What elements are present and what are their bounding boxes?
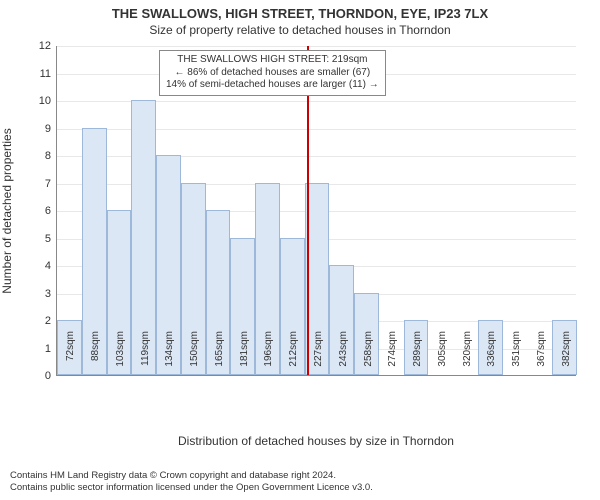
x-tick: 88sqm (90, 331, 101, 381)
chart-subtitle: Size of property relative to detached ho… (0, 23, 600, 37)
y-axis-label: Number of detached properties (0, 128, 14, 293)
x-tick: 212sqm (288, 331, 299, 381)
x-tick: 181sqm (239, 331, 250, 381)
chart-title: THE SWALLOWS, HIGH STREET, THORNDON, EYE… (0, 6, 600, 21)
x-tick: 227sqm (313, 331, 324, 381)
annotation-line-3: 14% of semi-detached houses are larger (… (166, 79, 379, 92)
footer-attribution: Contains HM Land Registry data © Crown c… (10, 470, 373, 494)
footer-line-1: Contains HM Land Registry data © Crown c… (10, 470, 373, 482)
y-tick: 5 (45, 233, 51, 245)
annotation-box: THE SWALLOWS HIGH STREET: 219sqm ← 86% o… (159, 50, 386, 96)
x-axis-label: Distribution of detached houses by size … (56, 434, 576, 448)
x-tick: 243sqm (338, 331, 349, 381)
x-tick: 382sqm (561, 331, 572, 381)
x-tick: 336sqm (486, 331, 497, 381)
x-tick: 351sqm (511, 331, 522, 381)
y-tick: 4 (45, 260, 51, 272)
annotation-line-2: ← 86% of detached houses are smaller (67… (166, 67, 379, 80)
y-tick: 1 (45, 343, 51, 355)
y-tick: 7 (45, 178, 51, 190)
y-tick: 2 (45, 315, 51, 327)
x-tick: 165sqm (214, 331, 225, 381)
annotation-line-1: THE SWALLOWS HIGH STREET: 219sqm (166, 54, 379, 67)
x-tick: 289sqm (412, 331, 423, 381)
x-tick: 134sqm (164, 331, 175, 381)
y-tick: 0 (45, 370, 51, 382)
x-tick: 367sqm (536, 331, 547, 381)
y-tick: 6 (45, 205, 51, 217)
gridline (57, 46, 576, 47)
plot-area: 012345678910111272sqm88sqm103sqm119sqm13… (56, 46, 576, 376)
x-tick: 103sqm (115, 331, 126, 381)
x-tick: 320sqm (462, 331, 473, 381)
y-tick: 9 (45, 123, 51, 135)
x-tick: 196sqm (263, 331, 274, 381)
chart-container: THE SWALLOWS, HIGH STREET, THORNDON, EYE… (0, 0, 600, 500)
y-tick: 12 (39, 40, 51, 52)
x-tick: 119sqm (140, 331, 151, 381)
x-tick: 72sqm (65, 331, 76, 381)
y-tick: 8 (45, 150, 51, 162)
y-tick: 3 (45, 288, 51, 300)
y-tick: 10 (39, 95, 51, 107)
x-tick: 274sqm (387, 331, 398, 381)
x-tick: 305sqm (437, 331, 448, 381)
x-tick: 150sqm (189, 331, 200, 381)
y-tick: 11 (40, 68, 51, 80)
x-tick: 258sqm (363, 331, 374, 381)
footer-line-2: Contains public sector information licen… (10, 482, 373, 494)
